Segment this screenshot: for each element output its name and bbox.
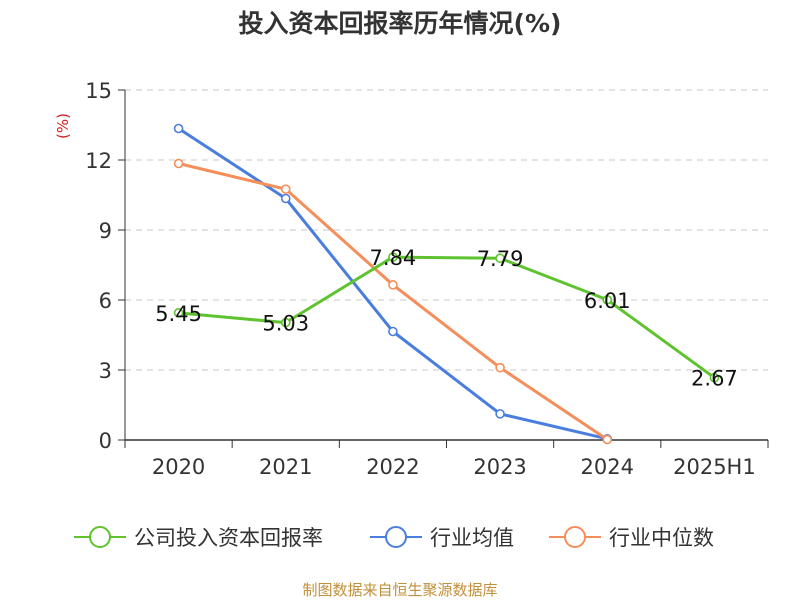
legend-label: 行业中位数 — [609, 526, 714, 550]
data-point[interactable] — [495, 409, 505, 419]
data-point[interactable] — [388, 280, 398, 290]
legend-item[interactable]: 行业中位数 — [549, 526, 714, 550]
x-tick-label: 2024 — [581, 455, 634, 479]
data-point[interactable] — [280, 184, 291, 194]
y-tick-label: 6 — [99, 289, 112, 313]
legend-label: 行业均值 — [430, 526, 514, 550]
data-point[interactable] — [280, 193, 291, 204]
legend-marker — [564, 526, 586, 548]
source-footer: 制图数据来自恒生聚源数据库 — [302, 581, 498, 599]
legend-item[interactable]: 公司投入资本回报率 — [74, 526, 323, 550]
legend-marker — [89, 526, 111, 548]
x-tick-label: 2023 — [473, 455, 526, 479]
x-tick-label: 2022 — [366, 455, 419, 479]
series-line — [178, 162, 609, 441]
chart-title: 投入资本回报率历年情况(%) — [238, 9, 562, 38]
axes: 0 3 6 9 12 15 (%) 2020 2021 2022 2023 2024 2025H1 — [54, 79, 769, 479]
data-point[interactable] — [602, 434, 613, 445]
data-point[interactable] — [602, 294, 613, 305]
x-tick-label: 2020 — [152, 455, 205, 479]
data-point[interactable] — [388, 326, 398, 337]
legend-label: 公司投入资本回报率 — [134, 526, 323, 550]
y-tick-label: 15 — [85, 79, 112, 103]
x-tick-label: 2025H1 — [673, 455, 756, 479]
series-lines — [173, 123, 720, 445]
y-axis-label: (%) — [54, 113, 72, 139]
data-point[interactable] — [173, 123, 184, 134]
x-tick-label: 2021 — [259, 455, 312, 479]
data-point[interactable] — [388, 252, 398, 262]
data-label: 6.01 — [584, 289, 631, 313]
data-labels: 5.45 5.03 7.84 7.79 6.01 2.67 — [155, 246, 738, 391]
y-tick-label: 9 — [99, 219, 112, 243]
data-point[interactable] — [709, 372, 720, 383]
gridlines — [125, 89, 768, 371]
legend: 公司投入资本回报率 行业均值 行业中位数 — [74, 526, 714, 550]
data-label: 7.84 — [370, 246, 417, 270]
data-point[interactable] — [280, 317, 291, 328]
data-label: 7.79 — [477, 247, 524, 271]
data-point[interactable] — [495, 253, 505, 264]
legend-item[interactable]: 行业均值 — [370, 526, 514, 550]
y-tick-label: 12 — [85, 149, 112, 173]
data-label: 5.45 — [155, 302, 202, 326]
legend-marker — [385, 526, 407, 548]
data-label: 5.03 — [262, 312, 309, 336]
data-point[interactable] — [173, 308, 184, 318]
data-point[interactable] — [173, 158, 184, 169]
series-line — [178, 255, 716, 379]
y-tick-label: 0 — [99, 429, 112, 453]
data-label: 2.67 — [691, 367, 738, 391]
data-point[interactable] — [495, 362, 505, 373]
y-tick-label: 3 — [99, 359, 112, 383]
